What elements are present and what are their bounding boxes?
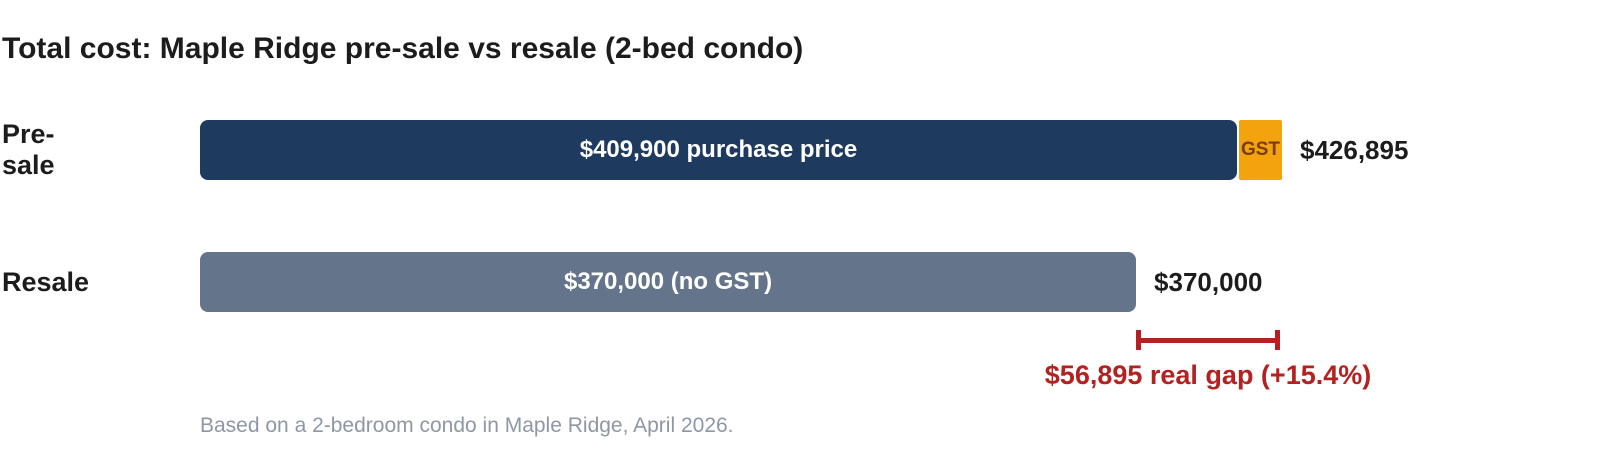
gst-segment-label: GST: [1240, 139, 1281, 160]
resale-total-label: $370,000: [1154, 266, 1263, 297]
gap-bracket-line: [1136, 337, 1280, 343]
resale-price-bar: $370,000 (no GST): [200, 252, 1137, 312]
gap-bracket-cap-right: [1274, 330, 1280, 350]
resale-bar-label: $370,000 (no GST): [563, 268, 773, 295]
row-label-presale: Pre-sale: [2, 119, 55, 180]
chart-title: Total cost: Maple Ridge pre-sale vs resa…: [2, 32, 804, 65]
chart-footnote: Based on a 2-bedroom condo in Maple Ridg…: [200, 414, 734, 437]
resale-bar-track: $370,000 (no GST) $370,000: [200, 252, 1263, 312]
presale-total-label: $426,895: [1299, 134, 1409, 165]
row-label-resale: Resale: [2, 266, 90, 297]
gap-bracket: [1136, 330, 1280, 350]
gap-annotation: $56,895 real gap (+15.4%): [1044, 360, 1372, 390]
presale-bar-track: $409,900 purchase price GST $426,895: [200, 120, 1408, 180]
presale-gst-bar: GST: [1239, 120, 1282, 180]
presale-bar-label: $409,900 purchase price: [579, 136, 858, 163]
presale-price-bar: $409,900 purchase price: [200, 120, 1237, 180]
